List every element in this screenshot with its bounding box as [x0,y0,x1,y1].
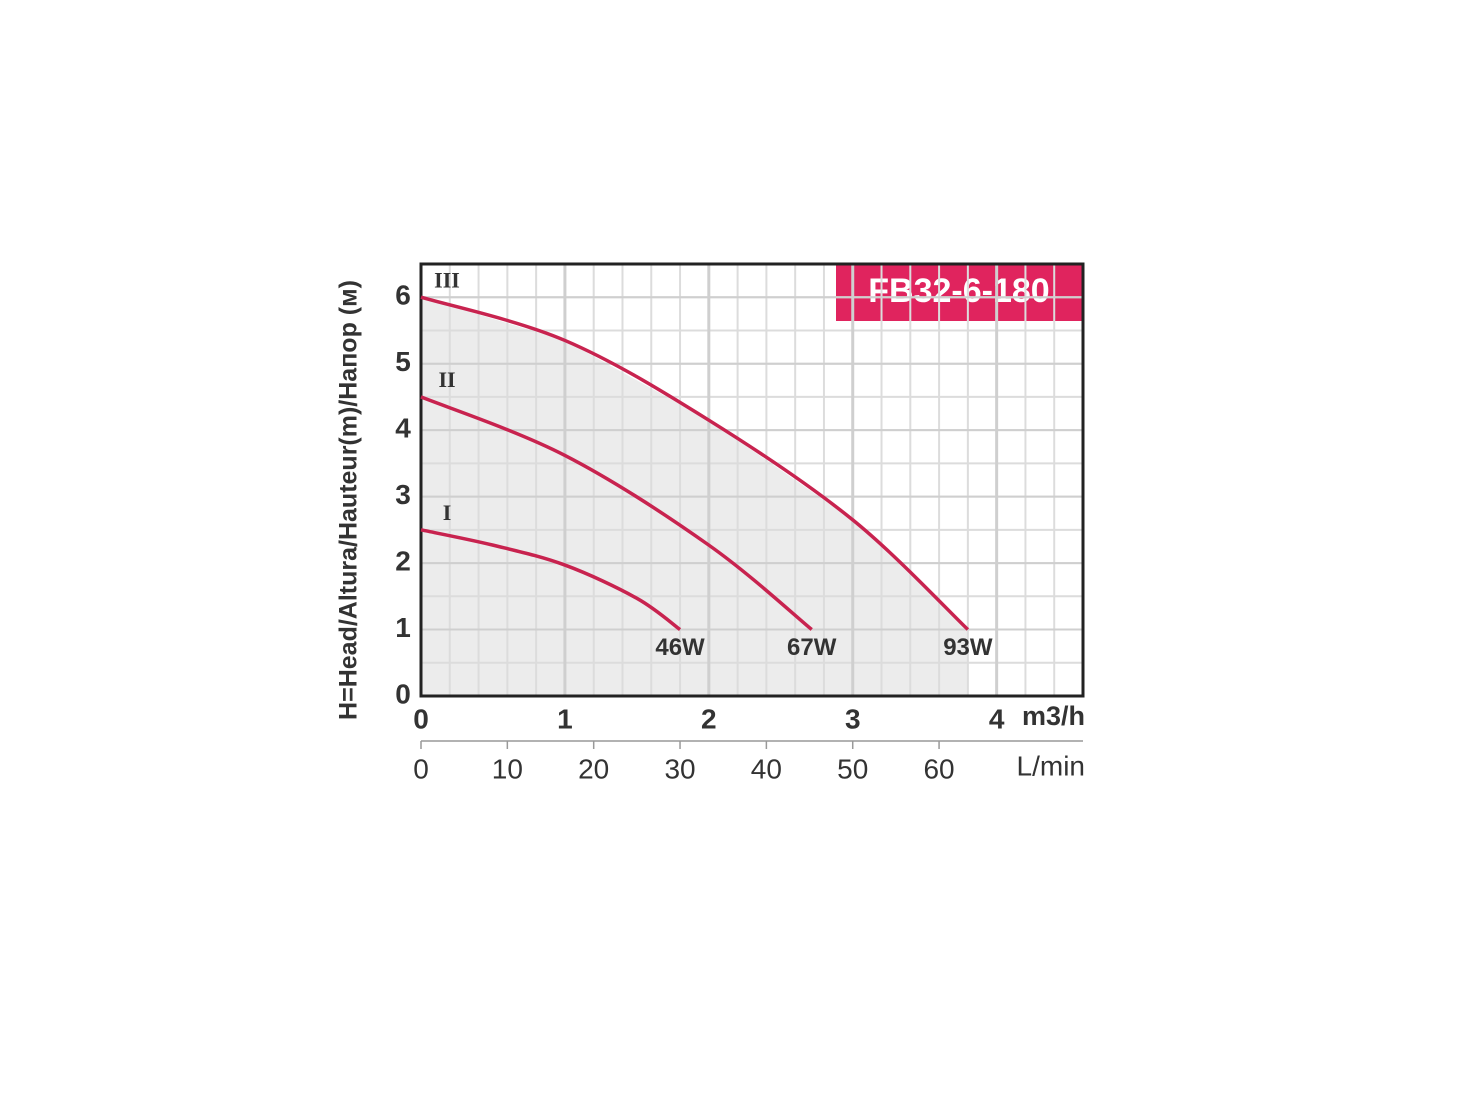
x2-tick-label: 50 [837,753,868,784]
x2-tick-label: 40 [751,753,782,784]
power-label: 67W [787,634,837,661]
curve-name: I [443,500,452,525]
y-tick-label: 4 [395,413,411,444]
x2-tick-label: 20 [578,753,609,784]
y-tick-label: 1 [395,612,411,643]
plot-frame [419,262,1085,698]
y-tick-label: 2 [395,545,411,576]
y-tick-label: 0 [395,678,411,709]
power-label: 46W [655,634,705,661]
x2-axis-label: L/min [1017,750,1085,781]
x2-tick-label: 60 [923,753,954,784]
x2-tick-label: 10 [492,753,523,784]
x2-tick-label: 30 [664,753,695,784]
x-tick-label: 4 [989,703,1005,734]
curve [420,295,970,631]
curve [420,395,813,631]
x-tick-label: 3 [845,703,861,734]
y-tick-label: 6 [395,280,411,311]
y-tick-label: 5 [395,346,411,377]
y-axis-label: H=Head/Altura/Hauteur(m)/Напор (м) [335,280,363,720]
x-tick-label: 2 [701,703,717,734]
curve-name: II [438,367,455,392]
title-box [836,264,1083,321]
y-tick-label: 3 [395,479,411,510]
x-axis-label: m3/h [1022,701,1085,731]
curve [420,528,682,631]
chart-title: FB32-6-180 [868,272,1049,310]
x-tick-label: 0 [413,703,429,734]
x2-tick-label: 0 [413,753,429,784]
x-tick-label: 1 [557,703,573,734]
power-label: 93W [943,634,993,661]
curve-name: III [434,267,460,292]
